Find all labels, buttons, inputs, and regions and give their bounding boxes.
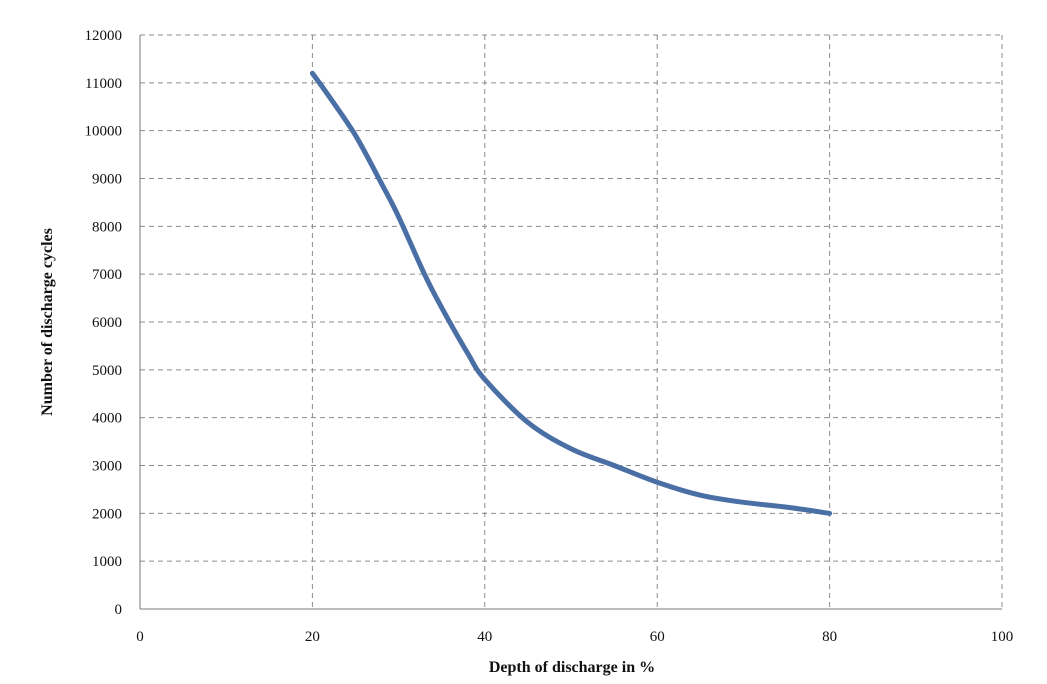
y-tick-label-3000: 3000 (92, 459, 122, 475)
x-tick-label-60: 60 (650, 629, 665, 645)
y-axis-title: Number of discharge cycles (39, 228, 56, 416)
x-tick-label-40: 40 (477, 629, 492, 645)
y-tick-label-8000: 8000 (92, 219, 122, 235)
x-tick-label-0: 0 (136, 629, 144, 645)
y-tick-label-2000: 2000 (92, 506, 122, 522)
tick-labels: 0100020003000400050006000700080009000100… (85, 28, 1014, 645)
series-layer (309, 70, 833, 516)
x-tick-label-20: 20 (305, 629, 320, 645)
y-tick-label-12000: 12000 (85, 28, 123, 44)
y-tick-label-0: 0 (115, 602, 123, 618)
y-tick-label-10000: 10000 (85, 124, 123, 140)
y-tick-label-9000: 9000 (92, 172, 122, 188)
y-tick-label-6000: 6000 (92, 315, 122, 331)
x-axis-title: Depth of discharge in % (489, 659, 655, 676)
y-tick-label-11000: 11000 (85, 76, 122, 92)
x-tick-label-80: 80 (822, 629, 837, 645)
y-tick-label-4000: 4000 (92, 411, 122, 427)
series-line-0 (309, 70, 833, 516)
grid (140, 34, 1003, 609)
y-tick-label-5000: 5000 (92, 363, 122, 379)
axes (139, 35, 1002, 610)
y-tick-label-7000: 7000 (92, 267, 122, 283)
x-tick-label-100: 100 (991, 629, 1014, 645)
y-tick-label-1000: 1000 (92, 554, 122, 570)
